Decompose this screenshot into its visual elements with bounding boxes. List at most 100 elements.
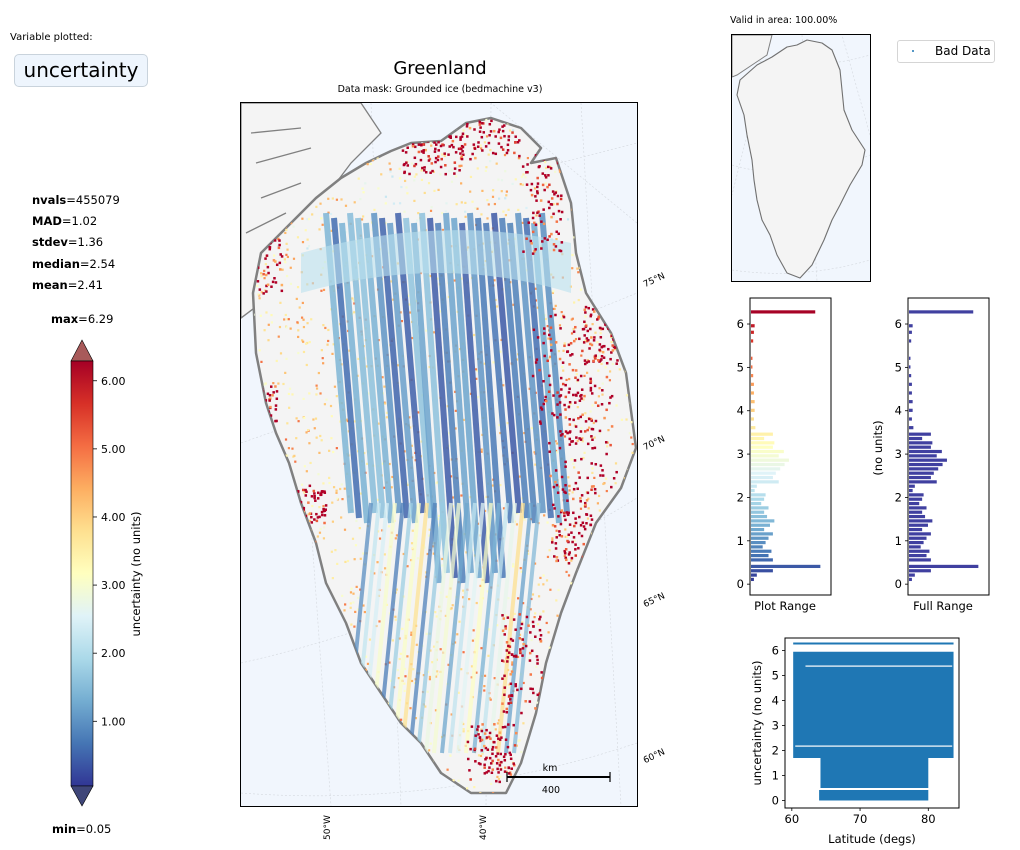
- stat-min: min=0.05: [52, 822, 112, 836]
- hist-bar: [751, 497, 765, 501]
- hist-bar: [751, 480, 779, 484]
- hist-ytick-label: 3: [737, 447, 744, 461]
- scatter-point-cloud: [819, 790, 929, 801]
- hist-bar: [909, 527, 923, 532]
- hist-ytick-label: 4: [895, 404, 902, 418]
- hist-ytick-label: 1: [737, 534, 744, 548]
- colorbar-tick-label: 6.00: [101, 375, 126, 388]
- legend: Bad Data: [897, 40, 995, 63]
- colorbar-gradient: [70, 360, 94, 787]
- hist-full-ylabel: (no units): [871, 420, 885, 475]
- hist-bar: [751, 514, 768, 519]
- hist-full-xlabel: Full Range: [913, 599, 973, 613]
- scatter-point-cloud: [793, 642, 954, 645]
- scalebar: km 400: [506, 763, 611, 796]
- hist-ytick-label: 4: [737, 404, 744, 418]
- hist-bar: [751, 475, 773, 480]
- hist-bar: [909, 553, 927, 558]
- hist-bar: [751, 426, 756, 430]
- hist-bar: [751, 527, 765, 532]
- scalebar-unit: km: [543, 763, 558, 774]
- hist-bar: [909, 408, 913, 412]
- hist-bar: [909, 458, 947, 462]
- scatter-ytick-label: 1: [772, 769, 779, 783]
- hist-bar: [751, 330, 754, 334]
- hist-bar: [751, 488, 755, 493]
- scatter-xtick-label: 80: [921, 812, 936, 826]
- hist-ytick-label: 6: [895, 317, 902, 331]
- lat-label-70: 70°N: [642, 434, 667, 454]
- hist-bar: [909, 324, 913, 328]
- map-panel[interactable]: km 400: [240, 102, 638, 807]
- scatter-plot: 60 70 80 0 1 2 3 4 5 6 Latitude (degs) uncertaint…: [750, 637, 960, 846]
- hist-plot-xlabel: Plot Range: [754, 599, 816, 613]
- hist-bar: [909, 519, 933, 523]
- hist-bar: [909, 488, 913, 493]
- map-subtitle: Data mask: Grounded ice (bedmachine v3): [337, 84, 543, 95]
- hist-bar: [909, 577, 912, 582]
- map-title: Greenland: [393, 58, 487, 79]
- hist-bar: [909, 330, 912, 334]
- lon-label-50w: 50°W: [323, 815, 333, 840]
- hist-bar: [751, 545, 763, 549]
- stat-mean: mean=2.41: [32, 278, 103, 292]
- hist-bar: [751, 408, 755, 412]
- variable-selector[interactable]: uncertainty: [14, 54, 148, 87]
- hist-bar: [909, 454, 937, 458]
- hist-bar: [751, 441, 775, 445]
- hist-bar: [909, 471, 934, 475]
- hist-bar: [751, 436, 765, 441]
- hist-bar: [751, 356, 753, 360]
- hist-bar: [751, 417, 754, 421]
- hist-bar: [909, 400, 913, 404]
- scatter-ytick-label: 3: [772, 719, 779, 733]
- hist-bar: [751, 374, 754, 378]
- variable-plotted-label: Variable plotted:: [10, 32, 93, 43]
- hist-bar: [909, 532, 931, 536]
- hist-bar: [751, 339, 754, 343]
- hist-bar: [909, 374, 912, 378]
- stat-max: max=6.29: [51, 312, 114, 326]
- colorbar-tick-label: 3.00: [101, 579, 126, 592]
- hist-bar: [909, 558, 931, 562]
- lat-label-75: 75°N: [642, 271, 667, 291]
- hist-ytick-label: 2: [895, 490, 902, 504]
- hist-bar: [909, 523, 928, 527]
- colorbar-tick-label: 1.00: [101, 715, 126, 728]
- scatter-ytick-label: 6: [772, 644, 779, 658]
- lon-label-40w: 40°W: [479, 815, 489, 840]
- valid-area-label: Valid in area: 100.00%: [730, 15, 838, 26]
- hist-bar: [751, 310, 816, 314]
- hist-bar: [909, 441, 933, 445]
- colorbar-label: uncertainty (no units): [129, 512, 143, 637]
- scatter-point-cloud: [793, 651, 954, 758]
- hist-bar: [751, 432, 773, 436]
- hist-bar: [909, 569, 931, 573]
- hist-bar: [909, 382, 912, 386]
- hist-bar: [751, 449, 784, 454]
- hist-bar: [909, 449, 942, 454]
- scatter-xtick-label: 60: [785, 812, 800, 826]
- hist-bar: [909, 549, 930, 553]
- hist-bar: [751, 471, 776, 475]
- hist-bar: [751, 532, 773, 536]
- legend-bad-data-label: Bad Data: [935, 44, 991, 58]
- hist-bar: [751, 577, 754, 582]
- hist-bar: [751, 536, 769, 540]
- hist-bar: [751, 569, 773, 573]
- inset-map: [731, 34, 871, 282]
- hist-bar: [909, 391, 912, 395]
- hist-bar: [909, 510, 923, 514]
- hist-bar: [909, 484, 915, 488]
- hist-bar: [909, 506, 927, 510]
- hist-ytick-label: 5: [895, 360, 902, 374]
- hist-bar: [909, 480, 937, 484]
- hist-bar: [751, 458, 789, 462]
- scatter-ytick-label: 5: [772, 669, 779, 683]
- stat-nvals: nvals=455079: [32, 193, 120, 207]
- hist-bar: [751, 553, 769, 558]
- scatter-ytick-label: 4: [772, 694, 779, 708]
- hist-bar: [751, 324, 755, 328]
- hist-bar: [751, 549, 772, 553]
- hist-bar: [751, 501, 762, 506]
